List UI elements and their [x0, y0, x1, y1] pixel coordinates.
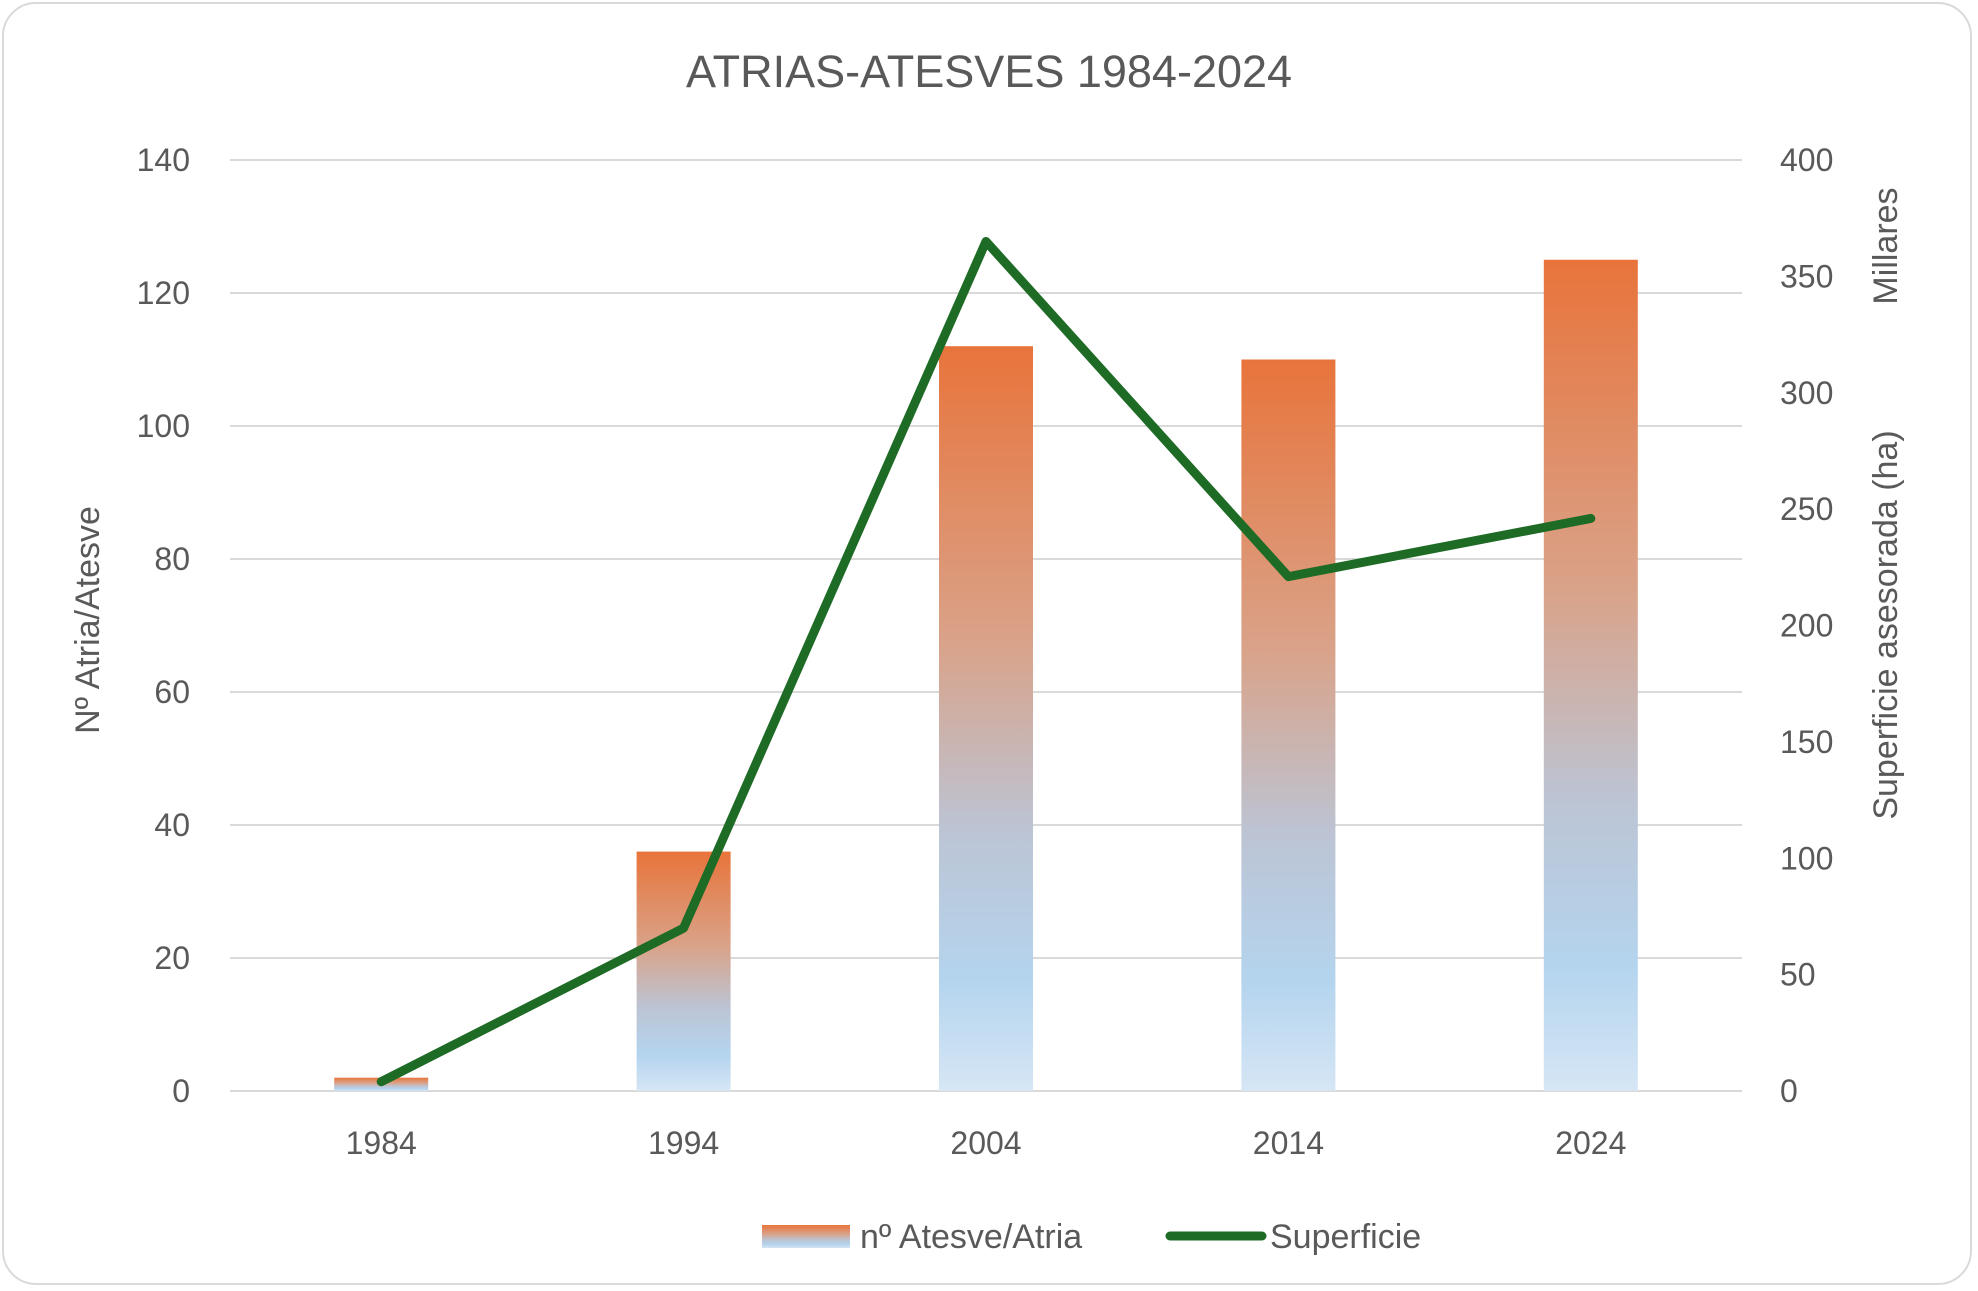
- y2-axis-unit: Millares: [1867, 187, 1905, 304]
- y2-tick-label: 200: [1780, 608, 1833, 644]
- y2-tick-label: 50: [1780, 957, 1816, 993]
- y2-tick-label: 300: [1780, 375, 1833, 411]
- y-tick-label: 60: [154, 674, 190, 710]
- y-tick-label: 80: [154, 541, 190, 577]
- y2-tick-label: 250: [1780, 491, 1833, 527]
- y2-tick-label: 0: [1780, 1073, 1798, 1109]
- y2-tick-label: 350: [1780, 258, 1833, 294]
- x-axis-ticks: 1984 1994 2004 2014 2024: [346, 1125, 1627, 1161]
- x-tick-label: 2024: [1555, 1125, 1626, 1161]
- y-tick-label: 0: [172, 1073, 190, 1109]
- y2-axis-title: Superficie asesorada (ha): [1867, 430, 1905, 819]
- y2-tick-label: 100: [1780, 840, 1833, 876]
- left-axis-ticks: 0 20 40 60 80 100 120 140: [137, 142, 190, 1109]
- legend-label-bar: nº Atesve/Atria: [860, 1218, 1082, 1256]
- x-tick-label: 2014: [1253, 1125, 1324, 1161]
- x-tick-label: 1994: [648, 1125, 719, 1161]
- bar: [939, 346, 1033, 1091]
- bar-series: [334, 259, 1638, 1091]
- x-tick-label: 1984: [346, 1125, 417, 1161]
- bar: [636, 851, 731, 1091]
- y-tick-label: 40: [154, 807, 190, 843]
- legend: nº Atesve/Atria Superficie: [762, 1218, 1421, 1256]
- chart-title: ATRIAS-ATESVES 1984-2024: [686, 46, 1292, 97]
- line-series: [376, 236, 1596, 1087]
- y-tick-label: 120: [137, 275, 190, 311]
- right-axis-ticks: 0 50 100 150 200 250 300 350 400: [1780, 142, 1833, 1109]
- y-tick-label: 100: [137, 408, 190, 444]
- legend-swatch-bar: [762, 1225, 850, 1248]
- bar: [1241, 359, 1336, 1091]
- x-tick-label: 2004: [950, 1125, 1021, 1161]
- y-tick-label: 20: [154, 940, 190, 976]
- y2-tick-label: 400: [1780, 142, 1833, 178]
- legend-label-line: Superficie: [1270, 1218, 1421, 1256]
- y2-tick-label: 150: [1780, 724, 1833, 760]
- y-axis-title: Nº Atria/Atesve: [69, 506, 107, 734]
- bar: [1543, 259, 1638, 1091]
- y-tick-label: 140: [137, 142, 190, 178]
